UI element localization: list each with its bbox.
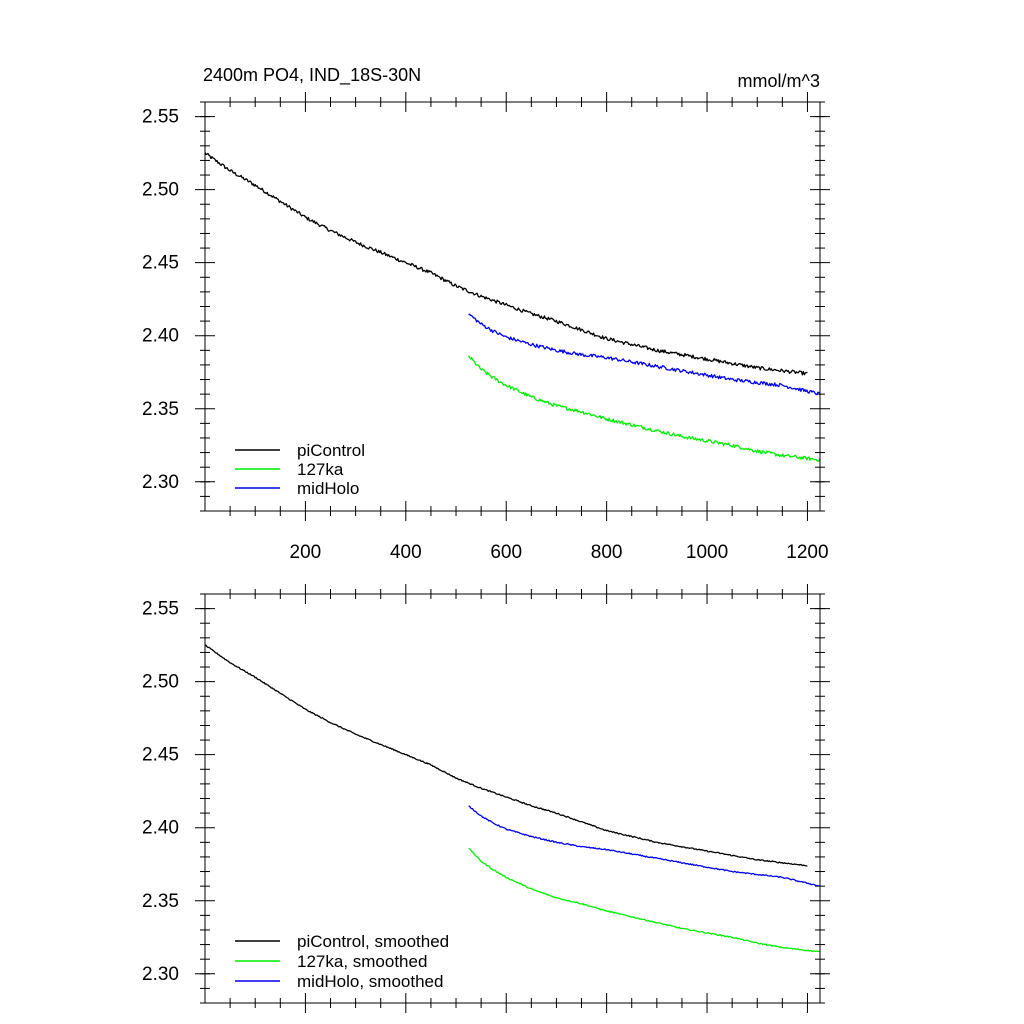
- x-tick-label: 1000: [686, 542, 728, 563]
- legend-label-picontrol: piControl: [297, 441, 365, 460]
- y-tick-label: 2.35: [142, 399, 179, 420]
- legend-label-127ka-smoothed: 127ka, smoothed: [297, 952, 427, 971]
- y-tick-label: 2.50: [142, 672, 179, 693]
- y-tick-label: 2.55: [142, 107, 179, 128]
- y-tick-label: 2.55: [142, 599, 179, 620]
- panel-title: 2400m PO4, IND_18S-30N: [203, 65, 421, 86]
- legend-label-127ka: 127ka: [297, 460, 344, 479]
- figure: 2400m PO4, IND_18S-30N mmol/m^3 2.30 2.35…: [0, 0, 1024, 1024]
- y-tick-label: 2.30: [142, 964, 179, 985]
- y-tick-label: 2.50: [142, 180, 179, 201]
- legend-label-midholo-smoothed: midHolo, smoothed: [297, 972, 443, 991]
- y-tick-label: 2.30: [142, 472, 179, 493]
- units-label: mmol/m^3: [738, 71, 820, 91]
- legend-label-midholo: midHolo: [297, 479, 359, 498]
- x-tick-label: 1200: [786, 542, 828, 563]
- x-tick-label: 800: [591, 542, 623, 563]
- y-tick-label: 2.40: [142, 818, 179, 839]
- x-tick-label: 400: [390, 542, 422, 563]
- y-tick-label: 2.45: [142, 253, 179, 274]
- figure-background: [0, 0, 1024, 1024]
- x-tick-label: 600: [490, 542, 522, 563]
- y-tick-label: 2.35: [142, 891, 179, 912]
- y-tick-label: 2.40: [142, 326, 179, 347]
- x-tick-label: 200: [290, 542, 322, 563]
- legend-label-picontrol-smoothed: piControl, smoothed: [297, 932, 449, 951]
- y-tick-label: 2.45: [142, 745, 179, 766]
